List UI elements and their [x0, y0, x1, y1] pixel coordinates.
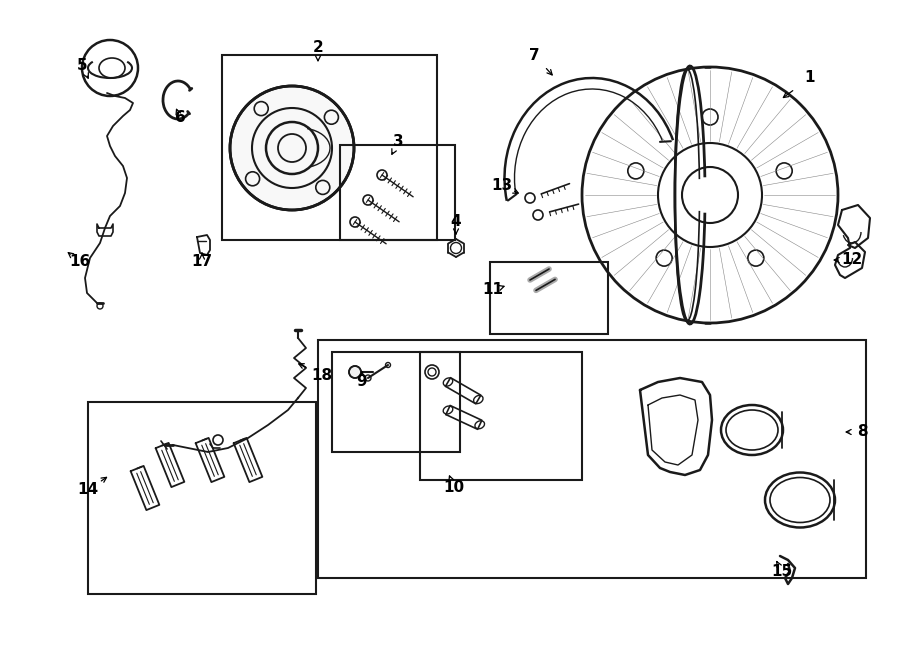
Text: 9: 9 [356, 375, 367, 389]
Bar [420, 352, 582, 480]
Text: 7: 7 [528, 48, 539, 62]
Text: 2: 2 [312, 40, 323, 56]
Text: 14: 14 [77, 483, 99, 498]
Text: 15: 15 [771, 565, 793, 579]
Bar [222, 55, 437, 240]
Text: 10: 10 [444, 481, 464, 495]
Text: 4: 4 [451, 214, 462, 230]
Text: 1: 1 [805, 70, 815, 85]
Text: 11: 11 [482, 283, 503, 297]
Text: 3: 3 [392, 134, 403, 150]
Circle shape [349, 366, 361, 378]
Circle shape [230, 86, 354, 210]
Text: 8: 8 [857, 424, 868, 440]
Bar [332, 352, 460, 452]
Text: 13: 13 [491, 177, 513, 193]
Text: 18: 18 [311, 367, 333, 383]
Text: 16: 16 [69, 254, 91, 269]
Bar [318, 340, 866, 578]
Text: 6: 6 [175, 111, 185, 126]
Bar [88, 402, 316, 594]
Bar [340, 145, 455, 240]
Text: 5: 5 [76, 58, 87, 73]
Bar [490, 262, 608, 334]
Text: 12: 12 [842, 252, 862, 267]
Text: 17: 17 [192, 254, 212, 269]
